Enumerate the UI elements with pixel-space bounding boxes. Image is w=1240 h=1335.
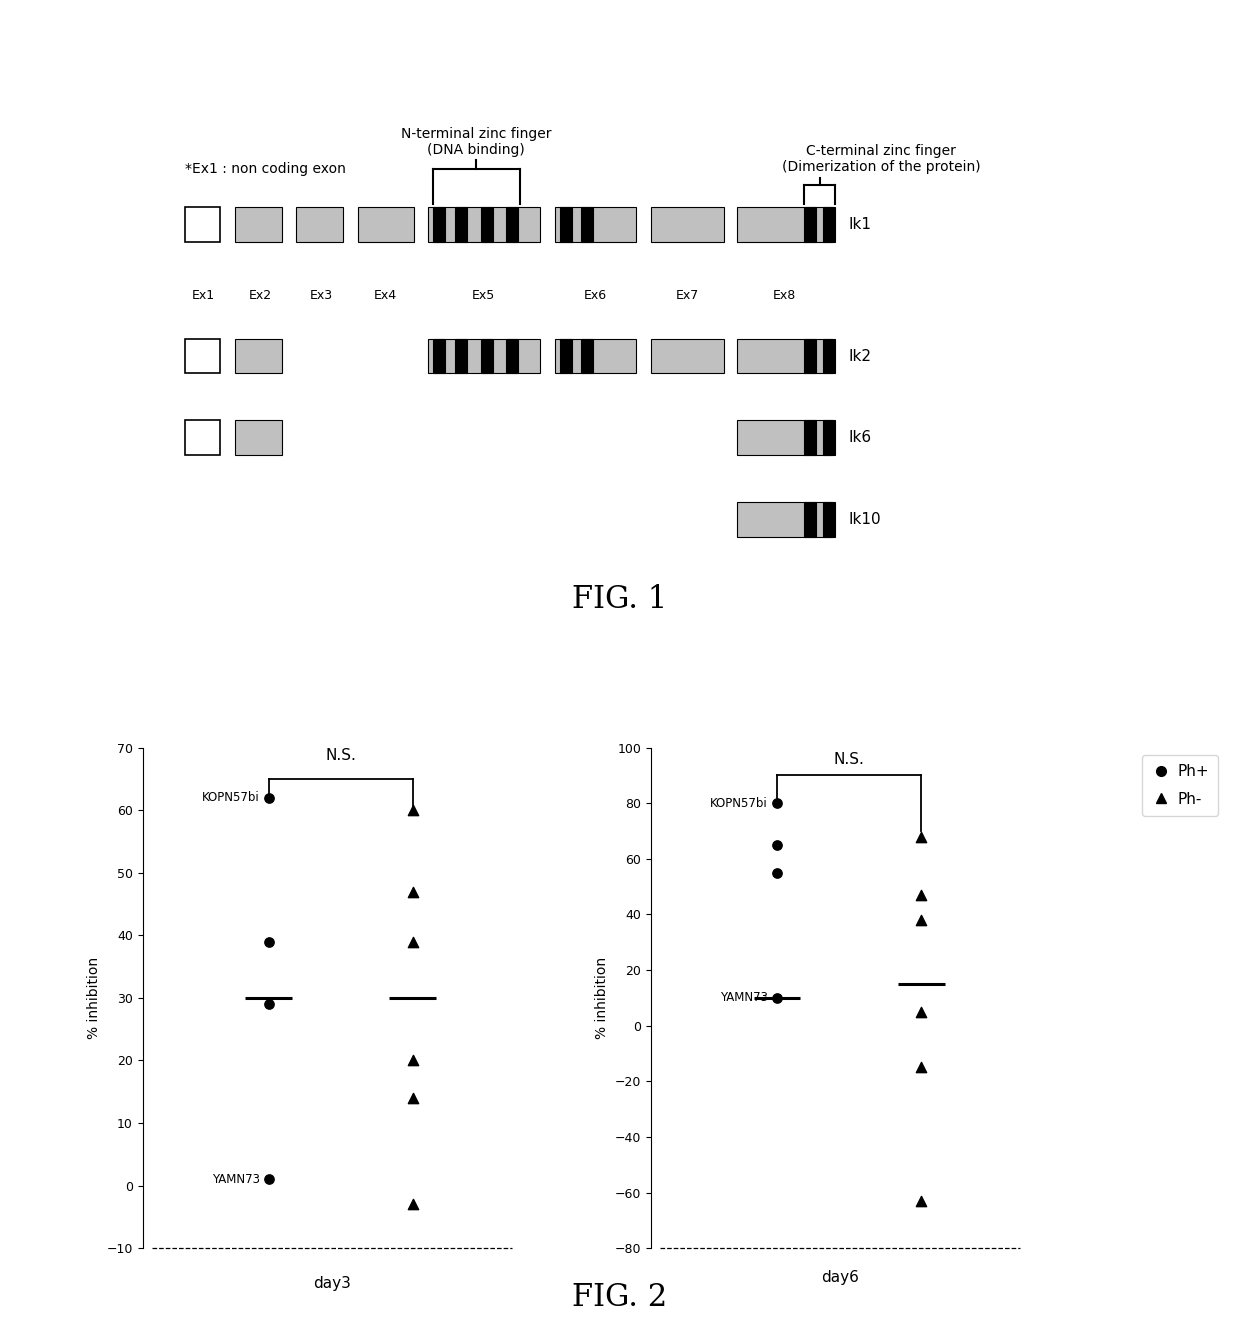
Text: YAMN73: YAMN73 (212, 1173, 259, 1185)
Text: *Ex1 : non coding exon: *Ex1 : non coding exon (185, 162, 346, 176)
Bar (805, 421, 816, 455)
Bar (506, 339, 518, 374)
Bar (481, 339, 492, 374)
Bar (296, 207, 343, 242)
Point (911, 1191, 931, 1212)
Bar (805, 502, 816, 537)
Text: Ex5: Ex5 (472, 288, 496, 302)
Text: FIG. 1: FIG. 1 (573, 583, 667, 615)
Text: FIG. 2: FIG. 2 (573, 1282, 667, 1314)
Bar (580, 339, 593, 374)
Point (403, 930, 423, 952)
Point (259, 993, 279, 1015)
Text: N.S.: N.S. (325, 748, 356, 764)
Point (259, 930, 279, 952)
Point (259, 1168, 279, 1189)
Bar (737, 421, 832, 455)
Bar (823, 339, 836, 374)
Bar (185, 339, 221, 374)
Bar (580, 207, 593, 242)
Y-axis label: % inhibition: % inhibition (595, 957, 609, 1039)
Bar (737, 207, 832, 242)
Bar (559, 339, 572, 374)
Bar (236, 421, 281, 455)
Point (403, 1193, 423, 1215)
Bar (433, 339, 445, 374)
Bar (651, 207, 724, 242)
Text: Ex8: Ex8 (773, 288, 796, 302)
Text: YAMN73: YAMN73 (720, 992, 768, 1004)
Text: Ex2: Ex2 (249, 288, 273, 302)
Point (911, 884, 931, 905)
Bar (823, 502, 836, 537)
Bar (556, 339, 636, 374)
Bar (236, 207, 281, 242)
Point (259, 786, 279, 808)
Legend: Ph+, Ph-: Ph+, Ph- (1142, 756, 1218, 816)
Bar (455, 207, 467, 242)
Text: Ik2: Ik2 (849, 348, 872, 363)
Bar (428, 339, 539, 374)
Bar (481, 207, 492, 242)
Text: day3: day3 (312, 1276, 351, 1291)
Bar (559, 207, 572, 242)
Bar (805, 207, 816, 242)
Bar (651, 339, 724, 374)
Point (768, 862, 787, 884)
Point (911, 1001, 931, 1023)
Point (768, 793, 787, 814)
Bar (433, 207, 445, 242)
Text: Ex1: Ex1 (192, 288, 216, 302)
Bar (823, 207, 836, 242)
Text: Ex7: Ex7 (676, 288, 698, 302)
Text: Ex6: Ex6 (584, 288, 608, 302)
Text: Ik1: Ik1 (849, 216, 872, 232)
Bar (358, 207, 414, 242)
Y-axis label: % inhibition: % inhibition (87, 957, 100, 1039)
Text: KOPN57bi: KOPN57bi (711, 797, 768, 810)
Point (768, 834, 787, 856)
Text: Ex4: Ex4 (374, 288, 397, 302)
Text: day6: day6 (821, 1271, 859, 1286)
Point (768, 987, 787, 1009)
Text: Ik6: Ik6 (849, 430, 872, 445)
Point (403, 1087, 423, 1108)
Text: KOPN57bi: KOPN57bi (202, 792, 259, 804)
Point (403, 800, 423, 821)
Text: N.S.: N.S. (833, 752, 864, 768)
Point (403, 881, 423, 902)
Bar (805, 339, 816, 374)
Text: N-terminal zinc finger
(DNA binding): N-terminal zinc finger (DNA binding) (401, 127, 552, 158)
Bar (455, 339, 467, 374)
Bar (185, 207, 221, 242)
Point (911, 1057, 931, 1079)
Point (403, 1049, 423, 1071)
Bar (556, 207, 636, 242)
Bar (823, 421, 836, 455)
Bar (506, 207, 518, 242)
Text: C-terminal zinc finger
(Dimerization of the protein): C-terminal zinc finger (Dimerization of … (782, 144, 981, 175)
Bar (737, 339, 832, 374)
Bar (737, 502, 832, 537)
Bar (185, 421, 221, 455)
Bar (428, 207, 539, 242)
Text: Ik10: Ik10 (849, 511, 882, 527)
Point (911, 826, 931, 848)
Bar (236, 339, 281, 374)
Point (911, 909, 931, 930)
Text: Ex3: Ex3 (309, 288, 332, 302)
